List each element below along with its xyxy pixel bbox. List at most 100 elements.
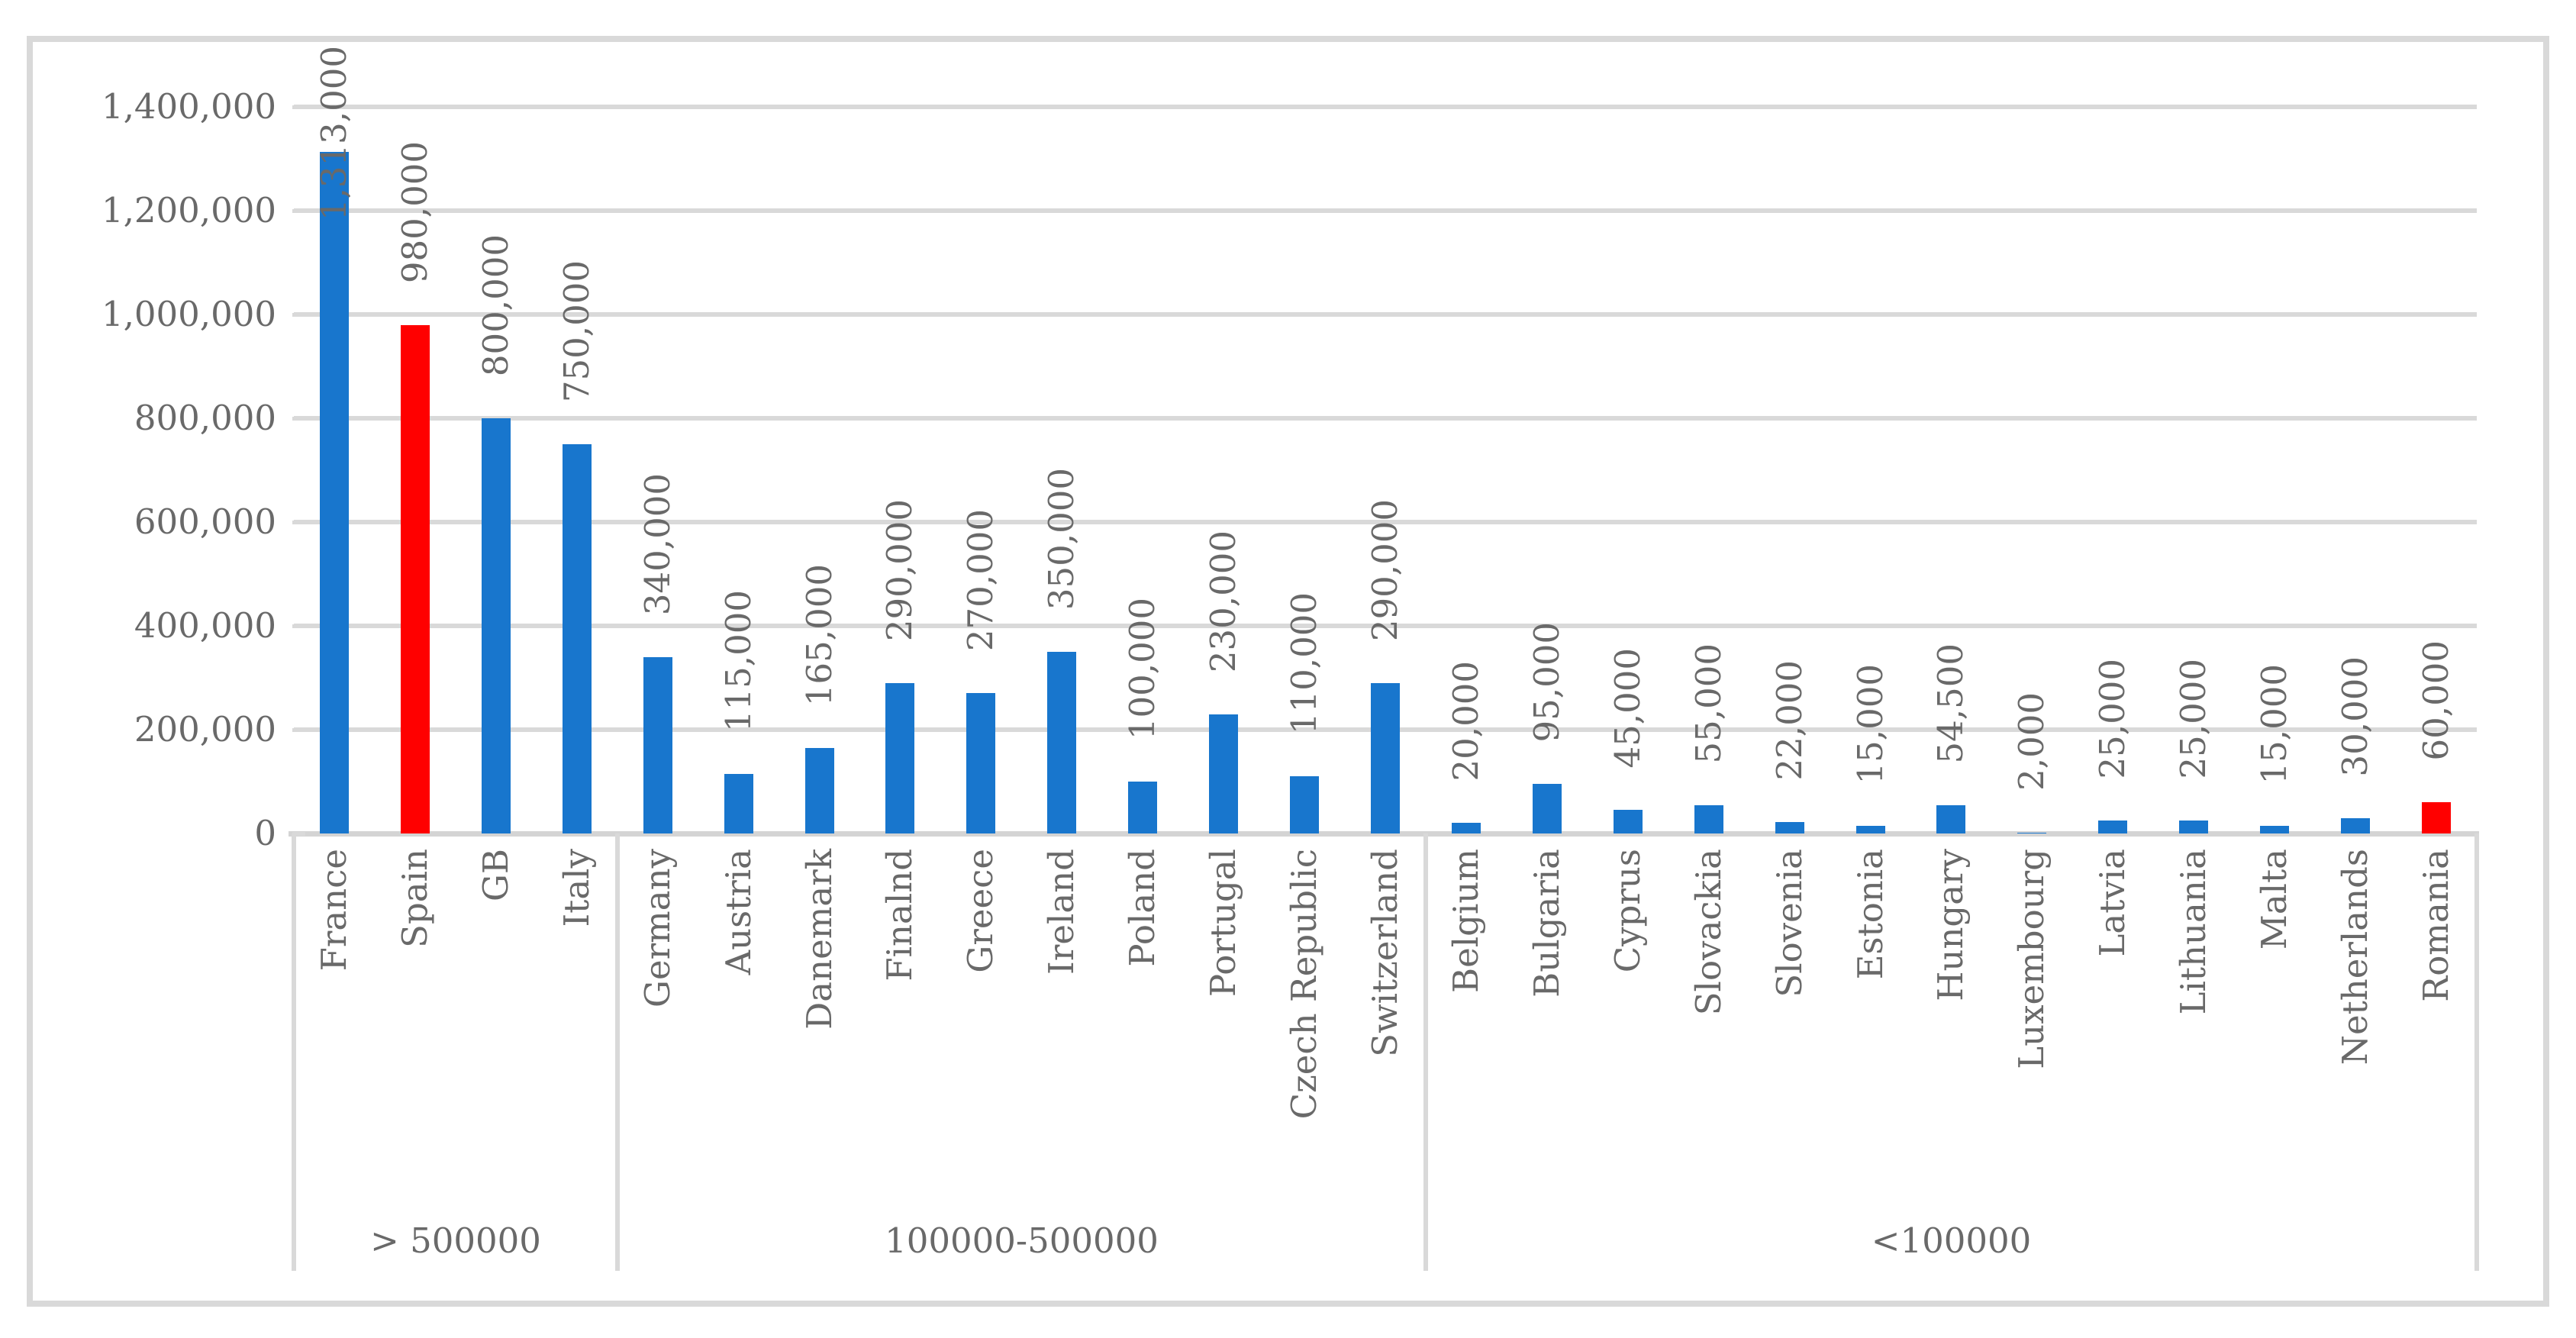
category-label: Cyprus <box>1607 849 1648 973</box>
category-label: Italy <box>556 849 597 927</box>
bar <box>1694 805 1723 833</box>
category-label: Switzerland <box>1365 849 1405 1057</box>
bar <box>1209 714 1238 833</box>
bar <box>1856 826 1885 833</box>
category-label: Finalnd <box>879 849 920 982</box>
bar <box>482 418 511 833</box>
bar-value-label: 100,000 <box>1122 597 1162 740</box>
bar-value-label: 60,000 <box>2416 640 2456 760</box>
group-label: 100000-500000 <box>885 1220 1159 1261</box>
bar-value-label: 1,313,000 <box>314 46 354 221</box>
category-label: Estonia <box>1850 849 1891 980</box>
bar <box>1452 823 1481 833</box>
category-label: Ireland <box>1041 849 1082 975</box>
bar-value-label: 22,000 <box>1769 659 1810 780</box>
bar-value-label: 340,000 <box>637 472 678 615</box>
bar <box>1533 784 1562 833</box>
category-label: Bulgaria <box>1527 849 1567 998</box>
category-label: Slovenia <box>1769 849 1810 998</box>
bar-value-label: 15,000 <box>1850 663 1891 784</box>
y-axis-tick-label: 800,000 <box>134 398 276 438</box>
category-label: Greece <box>960 849 1001 973</box>
y-axis-tick-label: 0 <box>254 813 276 853</box>
category-label: France <box>314 849 354 972</box>
y-axis-tick-mark <box>292 209 305 213</box>
category-label: Danemark <box>799 849 840 1030</box>
category-label: Romania <box>2416 849 2456 1002</box>
y-axis-tick-mark <box>292 624 305 628</box>
bar <box>401 325 430 833</box>
bar-value-label: 350,000 <box>1041 467 1082 610</box>
category-label: Malta <box>2254 849 2294 950</box>
bar-value-label: 165,000 <box>799 563 840 706</box>
category-label: GB <box>476 849 516 902</box>
gridline <box>294 624 2477 628</box>
bar <box>2341 818 2370 833</box>
bar <box>1128 782 1157 833</box>
category-label: Slovackia <box>1688 849 1729 1016</box>
bar <box>966 693 995 833</box>
y-axis-tick-mark <box>292 832 305 836</box>
gridline <box>294 312 2477 317</box>
gridline <box>294 208 2477 213</box>
y-axis-tick-mark <box>292 521 305 524</box>
y-axis-tick-mark <box>292 313 305 317</box>
bar-value-label: 230,000 <box>1203 530 1243 672</box>
category-label: Netherlands <box>2335 849 2375 1066</box>
gridline <box>294 520 2477 524</box>
category-label: Latvia <box>2092 849 2133 957</box>
y-axis-tick-mark <box>292 105 305 109</box>
bar-value-label: 800,000 <box>476 234 516 376</box>
y-axis-tick-label: 200,000 <box>134 709 276 750</box>
bar <box>2098 821 2127 833</box>
bar <box>885 683 914 833</box>
bar <box>805 748 834 833</box>
group-divider <box>615 833 620 1271</box>
bar <box>2422 802 2451 833</box>
chart-border <box>27 36 2549 1307</box>
bar <box>1371 683 1400 833</box>
y-axis-tick-mark <box>292 417 305 421</box>
bar-value-label: 54,500 <box>1930 643 1971 763</box>
bar-value-label: 290,000 <box>879 498 920 641</box>
y-axis-tick-label: 1,000,000 <box>101 294 276 334</box>
bar-value-label: 110,000 <box>1284 592 1324 734</box>
bar-value-label: 95,000 <box>1527 621 1567 742</box>
bar <box>724 774 753 833</box>
y-axis-tick-mark <box>292 728 305 732</box>
bar <box>320 152 349 833</box>
gridline <box>294 105 2477 109</box>
bar <box>2179 821 2208 833</box>
bar-value-label: 750,000 <box>556 260 597 402</box>
bar-value-label: 25,000 <box>2173 658 2213 779</box>
group-label: <100000 <box>1871 1220 2032 1261</box>
gridline <box>294 416 2477 421</box>
category-label: Portugal <box>1203 849 1243 998</box>
y-axis-tick-label: 400,000 <box>134 605 276 646</box>
group-label: > 500000 <box>370 1220 541 1261</box>
category-label: Poland <box>1122 849 1162 967</box>
y-axis-tick-label: 600,000 <box>134 501 276 542</box>
bar <box>1936 805 1965 833</box>
category-label: Czech Republic <box>1284 849 1324 1120</box>
y-axis-tick-label: 1,400,000 <box>101 86 276 127</box>
group-divider <box>1423 833 1428 1271</box>
category-label: Lithuania <box>2173 849 2213 1015</box>
bar-value-label: 980,000 <box>395 140 435 283</box>
category-label: Hungary <box>1930 849 1971 1001</box>
bar-value-label: 290,000 <box>1365 498 1405 641</box>
bar-value-label: 270,000 <box>960 508 1001 651</box>
bar-value-label: 55,000 <box>1688 643 1729 763</box>
x-axis-line <box>289 831 2479 837</box>
bar-value-label: 25,000 <box>2092 658 2133 779</box>
bar-value-label: 2,000 <box>2011 692 2052 791</box>
bar <box>1775 822 1804 833</box>
group-divider <box>2474 833 2479 1271</box>
bar <box>643 657 672 833</box>
bar-value-label: 115,000 <box>718 589 759 732</box>
bar-value-label: 30,000 <box>2335 656 2375 776</box>
bar <box>1614 810 1643 833</box>
y-axis-tick-label: 1,200,000 <box>101 190 276 231</box>
bar <box>2260 826 2289 833</box>
